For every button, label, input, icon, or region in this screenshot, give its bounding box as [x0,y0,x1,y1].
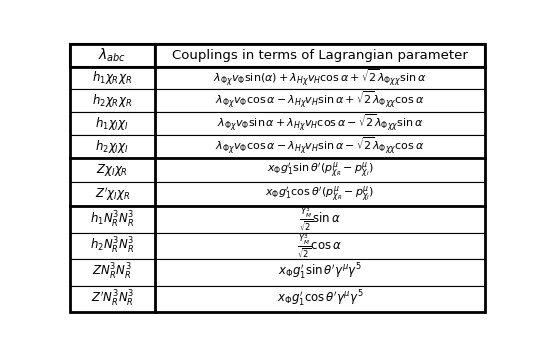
Bar [70,182,155,206]
Text: $\lambda_{\Phi\chi}v_\Phi\cos\alpha-\lambda_{H\chi}v_H\sin\alpha-\sqrt{2}\lambda: $\lambda_{\Phi\chi}v_\Phi\cos\alpha-\lam… [215,136,425,157]
Text: $\lambda_{abc}$: $\lambda_{abc}$ [98,46,127,64]
Text: $h_2\chi_R\chi_R$: $h_2\chi_R\chi_R$ [93,93,132,109]
Text: $h_1\chi_R\chi_R$: $h_1\chi_R\chi_R$ [93,69,132,87]
Text: Couplings in terms of Lagrangian parameter: Couplings in terms of Lagrangian paramet… [172,49,468,62]
Text: $h_2\chi_I\chi_I$: $h_2\chi_I\chi_I$ [95,138,129,155]
Bar [155,158,485,182]
Text: $Z^\prime\chi_I\chi_R$: $Z^\prime\chi_I\chi_R$ [95,186,130,203]
Bar [155,44,485,67]
Text: $x_\Phi g_1^\prime\sin\theta^\prime(p^\mu_{\chi_R}-p^\mu_{\chi_I})$: $x_\Phi g_1^\prime\sin\theta^\prime(p^\m… [267,161,373,180]
Bar [155,135,485,158]
Text: $Z^\prime N^3_R N^3_R$: $Z^\prime N^3_R N^3_R$ [91,289,134,309]
Bar [155,233,485,259]
Text: $ZN^3_R N^3_R$: $ZN^3_R N^3_R$ [93,262,132,282]
Text: $Z\chi_I\chi_R$: $Z\chi_I\chi_R$ [96,162,128,178]
Bar [70,135,155,158]
Bar [155,112,485,135]
Bar [70,112,155,135]
Text: $\lambda_{\Phi\chi}v_\Phi\sin(\alpha)+\lambda_{H\chi}v_H\cos\alpha+\sqrt{2}\lamb: $\lambda_{\Phi\chi}v_\Phi\sin(\alpha)+\l… [213,68,426,89]
Bar [70,206,155,233]
Bar [70,44,155,67]
Bar [155,206,485,233]
Bar [155,67,485,89]
Bar [70,67,155,89]
Text: $\frac{Y^3_M}{\sqrt{2}}\cos\alpha$: $\frac{Y^3_M}{\sqrt{2}}\cos\alpha$ [298,232,342,260]
Text: $\lambda_{\Phi\chi}v_\Phi\cos\alpha-\lambda_{H\chi}v_H\sin\alpha+\sqrt{2}\lambda: $\lambda_{\Phi\chi}v_\Phi\cos\alpha-\lam… [215,90,425,112]
Text: $x_\Phi g_1^\prime\cos\theta^\prime(p^\mu_{\chi_R}-p^\mu_{\chi_I})$: $x_\Phi g_1^\prime\cos\theta^\prime(p^\m… [265,184,374,204]
Text: $h_2 N^3_R N^3_R$: $h_2 N^3_R N^3_R$ [90,236,135,256]
Bar [155,182,485,206]
Text: $h_1 N^3_R N^3_R$: $h_1 N^3_R N^3_R$ [90,209,135,230]
Bar [70,259,155,285]
Text: $\frac{Y^3_M}{\sqrt{2}}\sin\alpha$: $\frac{Y^3_M}{\sqrt{2}}\sin\alpha$ [299,206,341,233]
Bar [155,89,485,112]
Bar [155,285,485,312]
Bar [70,158,155,182]
Text: $\lambda_{\Phi\chi}v_\Phi\sin\alpha+\lambda_{H\chi}v_H\cos\alpha-\sqrt{2}\lambda: $\lambda_{\Phi\chi}v_\Phi\sin\alpha+\lam… [216,113,423,134]
Text: $x_\Phi g_1^\prime\sin\theta^\prime\gamma^\mu\gamma^5$: $x_\Phi g_1^\prime\sin\theta^\prime\gamm… [278,262,361,282]
Bar [70,89,155,112]
Bar [70,285,155,312]
Bar [155,259,485,285]
Text: $x_\Phi g_1^\prime\cos\theta^\prime\gamma^\mu\gamma^5$: $x_\Phi g_1^\prime\cos\theta^\prime\gamm… [276,289,363,309]
Text: $h_1\chi_I\chi_I$: $h_1\chi_I\chi_I$ [95,115,129,132]
Bar [70,233,155,259]
